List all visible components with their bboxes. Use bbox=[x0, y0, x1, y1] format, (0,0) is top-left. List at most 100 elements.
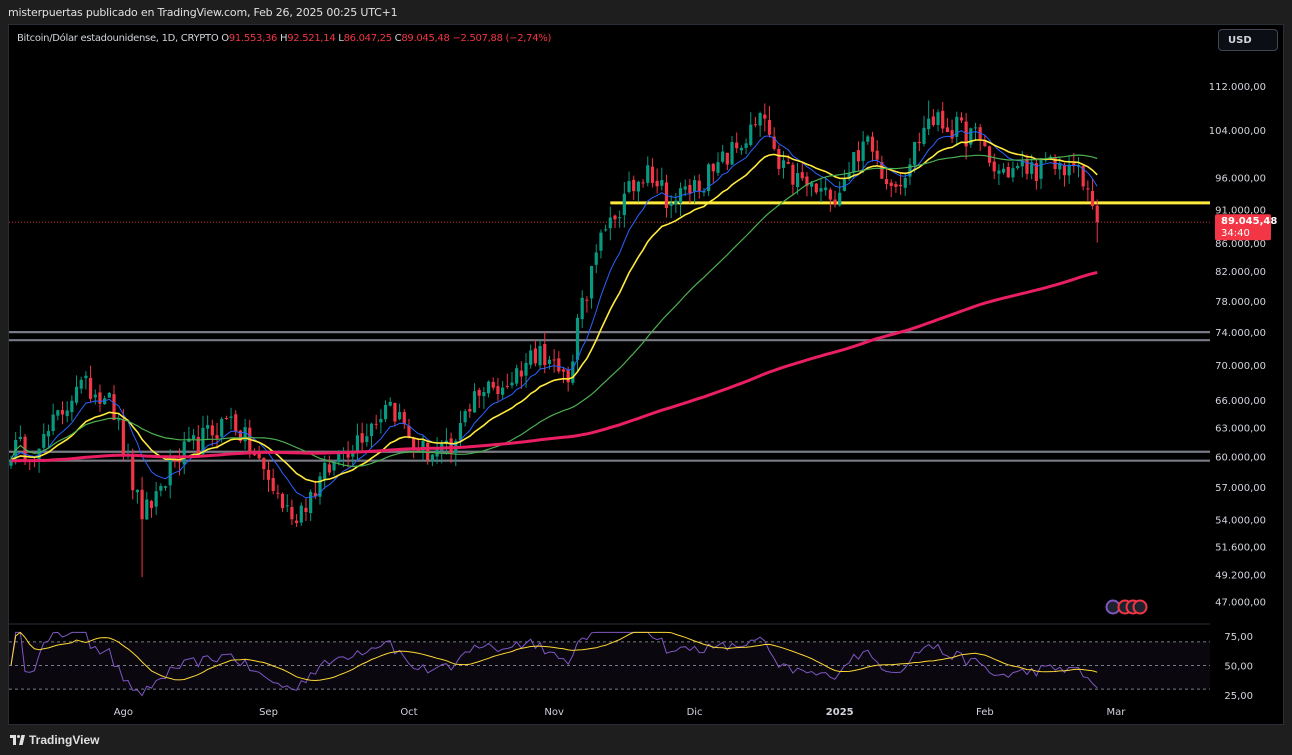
candle-body bbox=[571, 361, 575, 383]
candle-body bbox=[1006, 167, 1010, 178]
candle-body bbox=[430, 454, 434, 461]
change-value: −2.507,88 (−2,74%) bbox=[452, 33, 552, 44]
candle-body bbox=[763, 114, 767, 119]
candle-body bbox=[337, 453, 341, 463]
ema-fast-line bbox=[10, 130, 1098, 499]
candle-body bbox=[655, 180, 659, 187]
candle-body bbox=[875, 150, 879, 160]
candle-body bbox=[93, 394, 97, 398]
candle-body bbox=[781, 160, 786, 168]
candle-body bbox=[903, 177, 907, 188]
candle-body bbox=[1011, 168, 1015, 178]
rsi-axis-label: 75,00 bbox=[1224, 632, 1253, 643]
date-axis-label: Sep bbox=[259, 707, 278, 718]
candle-body bbox=[238, 430, 243, 441]
candle-body bbox=[421, 440, 425, 453]
price-axis-label: 49.200,00 bbox=[1215, 571, 1266, 582]
candle-body bbox=[739, 147, 743, 151]
rsi-axis-label: 25,00 bbox=[1224, 691, 1253, 702]
candle-body bbox=[477, 389, 481, 396]
candle-body bbox=[323, 462, 327, 479]
candle-body bbox=[60, 410, 65, 415]
candle-body bbox=[650, 166, 655, 183]
candle-body bbox=[1025, 158, 1029, 174]
candle-body bbox=[229, 416, 233, 418]
candle-body bbox=[847, 172, 851, 179]
candle-body bbox=[1095, 205, 1099, 223]
candle-body bbox=[468, 408, 472, 412]
candle-body bbox=[529, 350, 533, 365]
candle-body bbox=[393, 403, 397, 422]
price-axis-label: 66.000,00 bbox=[1215, 396, 1266, 407]
candle-body bbox=[824, 187, 828, 191]
candle-body bbox=[819, 188, 823, 192]
symbol-title[interactable]: Bitcoin/Dólar estadounidense, 1D, CRYPTO bbox=[17, 33, 219, 44]
high-label: H bbox=[279, 33, 288, 44]
candle-body bbox=[309, 491, 313, 514]
candle-body bbox=[257, 453, 261, 459]
candle-body bbox=[589, 266, 594, 299]
candle-body bbox=[566, 369, 570, 383]
candle-body bbox=[561, 369, 566, 372]
date-axis-label: 2025 bbox=[826, 707, 854, 718]
candle-body bbox=[79, 379, 83, 389]
candle-body bbox=[725, 152, 729, 165]
price-axis-label: 96.000,00 bbox=[1215, 174, 1266, 185]
candle-body bbox=[154, 491, 158, 507]
candle-body bbox=[271, 477, 275, 491]
currency-button[interactable]: USD bbox=[1218, 29, 1278, 51]
candle-body bbox=[285, 505, 289, 507]
price-badge bbox=[1215, 214, 1271, 241]
candle-body bbox=[894, 184, 898, 187]
tradingview-brand[interactable]: TradingView bbox=[10, 733, 99, 747]
candle-body bbox=[711, 163, 715, 172]
candle-body bbox=[707, 164, 711, 192]
candle-body bbox=[730, 142, 734, 165]
candle-body bbox=[533, 348, 537, 364]
candle-body bbox=[332, 461, 336, 471]
price-axis-label: 57.000,00 bbox=[1215, 483, 1266, 494]
candle-body bbox=[936, 112, 940, 125]
candle-body bbox=[973, 127, 978, 129]
candle-body bbox=[173, 459, 177, 462]
candle-body bbox=[182, 441, 186, 465]
candle-body bbox=[735, 142, 739, 149]
candle-body bbox=[402, 412, 406, 425]
candle-body bbox=[950, 130, 954, 139]
candle-body bbox=[833, 199, 837, 205]
candle-body bbox=[721, 151, 725, 162]
high-value: 92.521,14 bbox=[287, 33, 336, 44]
candle-body bbox=[543, 344, 547, 366]
candle-body bbox=[210, 425, 214, 436]
tradingview-logo-icon bbox=[10, 735, 25, 745]
candle-body bbox=[510, 382, 514, 386]
candle-body bbox=[295, 520, 299, 523]
price-axis-label: 74.000,00 bbox=[1215, 328, 1266, 339]
candle-body bbox=[482, 392, 486, 397]
candle-body bbox=[557, 358, 561, 372]
candle-body bbox=[585, 299, 589, 301]
candle-body bbox=[552, 359, 556, 361]
candle-body bbox=[374, 423, 378, 425]
candle-body bbox=[42, 434, 46, 448]
price-axis-label: 91.000,00 bbox=[1215, 205, 1266, 216]
candle-body bbox=[163, 486, 168, 488]
candle-body bbox=[243, 427, 247, 442]
candle-body bbox=[922, 127, 926, 144]
candle-body bbox=[266, 469, 271, 480]
candle-body bbox=[65, 410, 69, 417]
candle-body bbox=[383, 404, 388, 420]
candle-body bbox=[206, 425, 210, 429]
candle-body bbox=[234, 414, 238, 432]
candle-body bbox=[313, 493, 317, 497]
candle-body bbox=[191, 435, 196, 440]
candle-body bbox=[1016, 165, 1020, 169]
date-axis-label: Ago bbox=[114, 707, 133, 718]
price-axis-label: 47.000,00 bbox=[1215, 598, 1266, 609]
candle-body bbox=[772, 136, 776, 149]
price-chart[interactable]: 112.000,00 104.000,00 96.000,00 91.000,00 86… bbox=[9, 25, 1283, 724]
candle-body bbox=[98, 392, 102, 404]
candle-body bbox=[1001, 168, 1006, 173]
candle-body bbox=[1058, 162, 1062, 170]
candle-body bbox=[501, 387, 505, 395]
